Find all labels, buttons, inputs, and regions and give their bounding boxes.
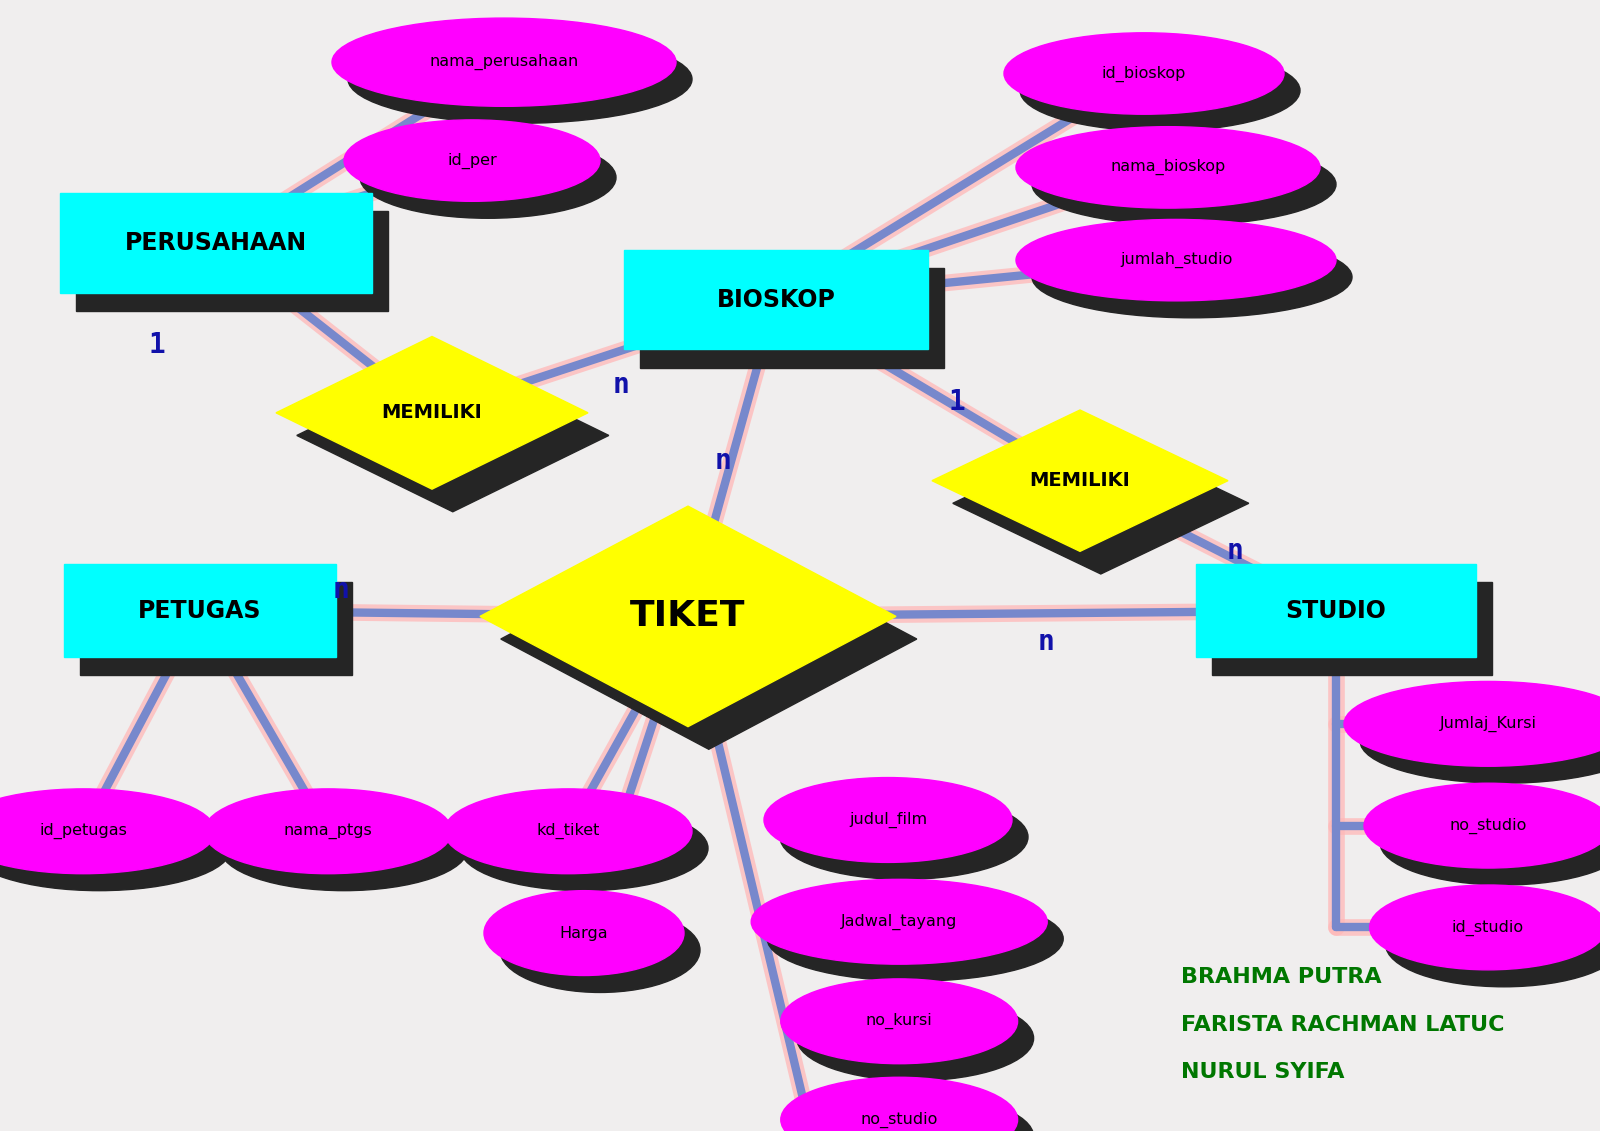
Text: FARISTA RACHMAN LATUC: FARISTA RACHMAN LATUC: [1181, 1015, 1504, 1035]
Text: nama_ptgs: nama_ptgs: [283, 823, 373, 839]
Ellipse shape: [445, 789, 691, 873]
Ellipse shape: [349, 35, 691, 123]
Text: judul_film: judul_film: [850, 812, 926, 828]
Ellipse shape: [1386, 903, 1600, 986]
Ellipse shape: [1016, 127, 1320, 208]
Ellipse shape: [1344, 681, 1600, 767]
Text: BIOSKOP: BIOSKOP: [717, 287, 835, 312]
Polygon shape: [277, 337, 589, 490]
FancyBboxPatch shape: [624, 250, 928, 349]
Text: Harga: Harga: [560, 925, 608, 941]
Polygon shape: [298, 360, 610, 511]
Polygon shape: [931, 411, 1229, 552]
Ellipse shape: [1363, 783, 1600, 869]
Text: PERUSAHAAN: PERUSAHAAN: [125, 231, 307, 256]
Text: nama_bioskop: nama_bioskop: [1110, 159, 1226, 175]
Text: MEMILIKI: MEMILIKI: [1030, 472, 1130, 490]
Ellipse shape: [781, 1077, 1018, 1131]
Ellipse shape: [499, 907, 701, 993]
Ellipse shape: [483, 891, 685, 975]
Text: no_kursi: no_kursi: [866, 1013, 933, 1029]
Text: jumlah_studio: jumlah_studio: [1120, 252, 1232, 268]
Ellipse shape: [344, 120, 600, 201]
FancyBboxPatch shape: [64, 564, 336, 657]
FancyBboxPatch shape: [1213, 582, 1491, 675]
Ellipse shape: [333, 18, 675, 106]
Text: n: n: [1227, 537, 1243, 564]
Ellipse shape: [768, 896, 1064, 982]
Ellipse shape: [797, 995, 1034, 1081]
Ellipse shape: [1021, 50, 1299, 131]
FancyBboxPatch shape: [77, 211, 389, 311]
Text: no_studio: no_studio: [861, 1112, 938, 1128]
Text: Jadwal_tayang: Jadwal_tayang: [842, 914, 957, 930]
Text: n: n: [333, 577, 349, 604]
Ellipse shape: [205, 789, 453, 873]
Polygon shape: [501, 529, 917, 749]
FancyBboxPatch shape: [1197, 564, 1475, 657]
Text: n: n: [1038, 629, 1054, 656]
Ellipse shape: [752, 880, 1048, 964]
Text: BRAHMA PUTRA: BRAHMA PUTRA: [1181, 967, 1381, 987]
Text: no_studio: no_studio: [1450, 818, 1526, 834]
FancyBboxPatch shape: [80, 582, 352, 675]
Text: 1: 1: [949, 388, 965, 415]
Text: id_bioskop: id_bioskop: [1102, 66, 1186, 81]
Text: Jumlaj_Kursi: Jumlaj_Kursi: [1440, 716, 1536, 732]
Ellipse shape: [1005, 33, 1283, 114]
Text: PETUGAS: PETUGAS: [138, 598, 262, 623]
Ellipse shape: [781, 794, 1027, 880]
Ellipse shape: [781, 978, 1018, 1063]
Text: NURUL SYIFA: NURUL SYIFA: [1181, 1062, 1344, 1082]
Ellipse shape: [360, 137, 616, 218]
Polygon shape: [954, 433, 1250, 575]
Text: TIKET: TIKET: [630, 599, 746, 633]
Text: MEMILIKI: MEMILIKI: [382, 404, 482, 422]
Ellipse shape: [1032, 236, 1352, 318]
Ellipse shape: [1379, 801, 1600, 884]
Text: STUDIO: STUDIO: [1285, 598, 1387, 623]
Text: 1: 1: [149, 331, 165, 359]
Text: n: n: [613, 371, 629, 398]
Ellipse shape: [1370, 884, 1600, 970]
Ellipse shape: [221, 805, 467, 891]
Text: id_per: id_per: [446, 153, 498, 169]
Ellipse shape: [797, 1095, 1034, 1131]
Polygon shape: [480, 507, 896, 726]
Text: id_petugas: id_petugas: [40, 823, 126, 839]
Text: n: n: [715, 448, 731, 475]
Text: id_studio: id_studio: [1451, 920, 1525, 935]
Ellipse shape: [1016, 219, 1336, 301]
FancyBboxPatch shape: [640, 268, 944, 368]
FancyBboxPatch shape: [61, 193, 371, 293]
Text: nama_perusahaan: nama_perusahaan: [429, 54, 579, 70]
Ellipse shape: [1032, 144, 1336, 225]
Ellipse shape: [765, 778, 1013, 862]
Ellipse shape: [1360, 698, 1600, 784]
Ellipse shape: [0, 805, 232, 891]
Ellipse shape: [461, 805, 707, 891]
Text: kd_tiket: kd_tiket: [536, 823, 600, 839]
Ellipse shape: [0, 789, 214, 873]
